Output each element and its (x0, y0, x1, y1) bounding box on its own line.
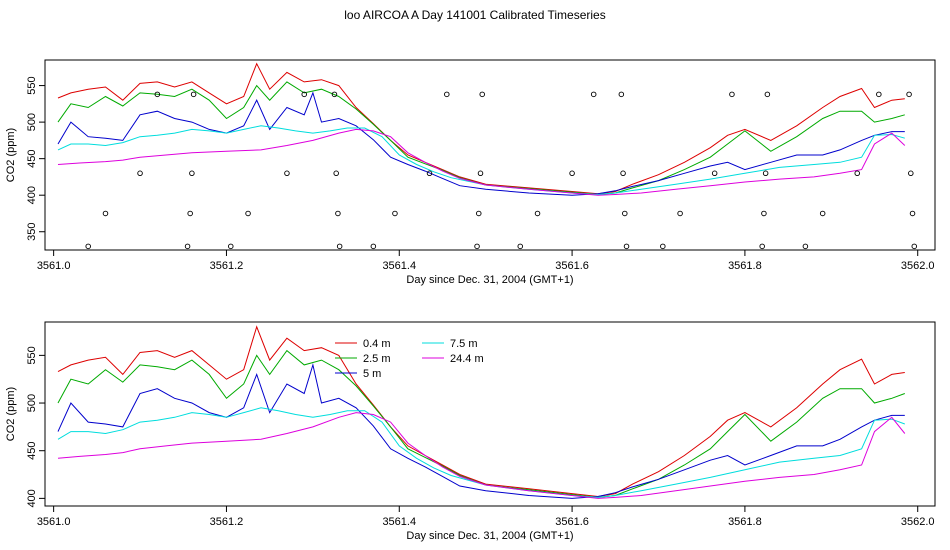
y-tick-label: 450 (26, 442, 38, 460)
x-axis-label: Day since Dec. 31, 2004 (GMT+1) (406, 274, 573, 286)
marker-point (189, 170, 195, 177)
marker-point (764, 91, 771, 98)
x-tick-label: 3562.0 (901, 260, 935, 272)
x-tick-label: 3562.0 (901, 516, 935, 528)
marker-point (711, 170, 718, 177)
x-tick-label: 3561.8 (728, 260, 762, 272)
y-tick-label: 350 (26, 223, 38, 241)
marker-point (190, 91, 197, 98)
marker-point (370, 243, 377, 250)
y-tick-label: 500 (26, 113, 38, 131)
marker-point (759, 243, 765, 250)
y-tick-label: 500 (26, 394, 38, 412)
marker-point (331, 91, 338, 98)
x-tick-label: 3561.0 (37, 260, 71, 272)
marker-point (137, 170, 143, 177)
plot-frame (44, 59, 936, 251)
plot-area (57, 62, 918, 250)
marker-point (228, 243, 234, 250)
x-axis-label: Day since Dec. 31, 2004 (GMT+1) (406, 530, 573, 542)
marker-point (906, 91, 912, 98)
series-line-1 (57, 81, 905, 196)
marker-point (854, 170, 860, 177)
marker-point (729, 91, 735, 98)
marker-point (184, 243, 191, 250)
series-line-2 (57, 91, 905, 196)
legend-label: 24.4 m (450, 353, 484, 365)
marker-point (517, 243, 523, 250)
marker-point (335, 210, 341, 217)
series-line-7-5-m (57, 407, 905, 498)
marker-point (333, 170, 339, 177)
marker-point (660, 243, 666, 250)
legend: 0.4 m 2.5 m 5 m 7.5 m 24.4 m (335, 338, 484, 380)
y-tick-label: 550 (26, 346, 38, 364)
legend-label: 7.5 m (450, 338, 478, 350)
marker-point (301, 91, 307, 98)
marker-point (911, 243, 918, 250)
marker-point (444, 91, 450, 98)
series-line-0 (57, 62, 905, 195)
series-line-2-5-m (57, 349, 905, 498)
series-line-0-4-m (57, 325, 905, 498)
marker-point (534, 210, 541, 217)
marker-point (426, 170, 433, 177)
x-tick-label: 3561.8 (728, 516, 762, 528)
marker-point (479, 91, 485, 98)
marker-point (569, 170, 575, 177)
marker-point (622, 210, 628, 217)
marker-point (909, 210, 916, 217)
x-tick-label: 3561.6 (555, 260, 589, 272)
series-line-24-4-m (57, 412, 906, 499)
y-tick-label: 550 (26, 76, 38, 94)
y-tick-label: 400 (26, 186, 38, 204)
x-tick-label: 3561.0 (37, 516, 71, 528)
marker-point (392, 210, 398, 217)
marker-point (762, 170, 769, 177)
marker-point (677, 210, 683, 217)
legend-label: 0.4 m (363, 338, 391, 350)
bottom-panel-chart: 3561.0 3561.2 3561.4 3561.6 3561.8 3562.0 Day … (5, 321, 936, 542)
marker-point (819, 210, 826, 217)
marker-point (85, 243, 91, 250)
marker-point (908, 170, 914, 177)
marker-point (187, 210, 193, 217)
marker-point (876, 91, 882, 98)
marker-point (284, 170, 290, 177)
marker-point (102, 210, 109, 217)
series-line-3 (57, 125, 905, 196)
marker-point (336, 243, 343, 250)
series-line-5-m (57, 362, 905, 499)
x-tick-label: 3561.4 (382, 516, 416, 528)
y-axis-label: CO2 (ppm) (5, 128, 17, 182)
marker-point (474, 243, 480, 250)
y-tick-label: 450 (26, 149, 38, 167)
marker-point (623, 243, 630, 250)
x-tick-label: 3561.6 (555, 516, 589, 528)
marker-point (154, 91, 161, 98)
marker-point (477, 170, 484, 177)
y-axis-label: CO2 (ppm) (5, 387, 17, 441)
marker-point (618, 91, 625, 98)
plot-area (57, 325, 906, 499)
x-tick-label: 3561.2 (210, 516, 244, 528)
plot-frame (44, 321, 936, 507)
marker-point (620, 170, 626, 177)
marker-point (802, 243, 809, 250)
x-tick-label: 3561.4 (382, 260, 416, 272)
series-line-4 (57, 128, 906, 196)
legend-label: 2.5 m (363, 353, 391, 365)
marker-point (761, 210, 767, 217)
marker-point (245, 210, 251, 217)
top-panel-chart: 3561.0 3561.2 3561.4 3561.6 3561.8 3562.0 Day … (5, 59, 936, 286)
legend-label: 5 m (363, 368, 381, 380)
y-tick-label: 400 (26, 489, 38, 507)
marker-point (590, 91, 597, 98)
figure-title: loo AIRCOA A Day 141001 Calibrated Times… (344, 8, 606, 22)
marker-point (476, 210, 482, 217)
x-tick-label: 3561.2 (210, 260, 244, 272)
